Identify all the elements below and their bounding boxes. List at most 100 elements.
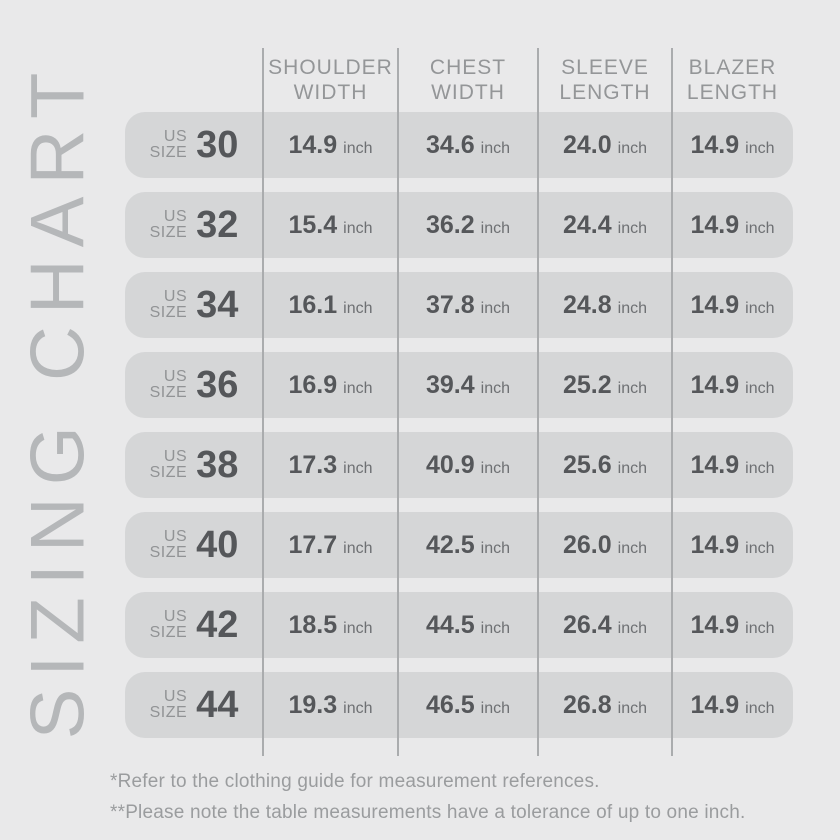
chest-width-cell: 36.2 inch xyxy=(398,211,538,240)
column-divider xyxy=(537,48,539,756)
unit-label: inch xyxy=(617,299,648,317)
sleeve-length-cell: 25.2 inch xyxy=(538,371,672,400)
chest-width-value: 34.6 xyxy=(425,130,475,159)
us-size-label-top: US xyxy=(163,368,188,385)
unit-label: inch xyxy=(480,699,511,717)
unit-label: inch xyxy=(343,139,373,157)
unit-label: inch xyxy=(480,379,511,397)
header-line: WIDTH xyxy=(293,81,368,104)
us-size-cell: US SIZE 36 xyxy=(125,366,263,404)
unit-label: inch xyxy=(343,219,373,237)
us-size-value: 42 xyxy=(196,604,239,646)
chest-width-value: 37.8 xyxy=(425,290,475,319)
us-size-value: 30 xyxy=(196,124,239,166)
unit-label: inch xyxy=(480,619,511,637)
us-size-label-bottom: SIZE xyxy=(149,544,188,561)
us-size-label-bottom: SIZE xyxy=(149,704,188,721)
blazer-length-value: 14.9 xyxy=(690,130,740,159)
us-size-value: 34 xyxy=(196,284,239,326)
us-size-label-top: US xyxy=(163,608,188,625)
header-line: SLEEVE xyxy=(561,56,649,79)
us-size-label-bottom: SIZE xyxy=(149,624,188,641)
header-shoulder-width: SHOULDER WIDTH xyxy=(263,48,398,112)
chest-width-value: 44.5 xyxy=(425,610,475,639)
sleeve-length-value: 26.4 xyxy=(562,610,612,639)
header-line: WIDTH xyxy=(431,81,505,104)
us-size-cell: US SIZE 34 xyxy=(125,286,263,324)
blazer-length-value: 14.9 xyxy=(690,210,740,239)
chest-width-cell: 40.9 inch xyxy=(398,451,538,480)
sleeve-length-cell: 25.6 inch xyxy=(538,451,672,480)
sleeve-length-value: 26.0 xyxy=(562,530,612,559)
shoulder-width-cell: 15.4 inch xyxy=(263,211,398,240)
unit-label: inch xyxy=(617,139,648,157)
blazer-length-cell: 14.9 inch xyxy=(672,211,793,240)
us-size-label: US SIZE xyxy=(150,129,188,161)
blazer-length-cell: 14.9 inch xyxy=(672,451,793,480)
unit-label: inch xyxy=(745,299,775,317)
sleeve-length-cell: 24.0 inch xyxy=(538,131,672,160)
chest-width-value: 36.2 xyxy=(425,210,475,239)
page-title: SIZING CHART xyxy=(15,60,101,740)
shoulder-width-cell: 16.9 inch xyxy=(263,371,398,400)
us-size-label: US SIZE xyxy=(150,209,188,241)
sleeve-length-value: 24.4 xyxy=(562,210,612,239)
sleeve-length-value: 24.8 xyxy=(562,290,612,319)
us-size-label: US SIZE xyxy=(150,369,188,401)
column-divider xyxy=(262,48,264,756)
blazer-length-value: 14.9 xyxy=(690,370,740,399)
us-size-label-top: US xyxy=(163,208,188,225)
header-line: LENGTH xyxy=(559,81,651,104)
table-row: US SIZE 32 15.4 inch 36.2 inch 24.4 inch… xyxy=(125,192,793,258)
blazer-length-cell: 14.9 inch xyxy=(672,291,793,320)
header-us-size xyxy=(125,48,263,112)
chest-width-cell: 37.8 inch xyxy=(398,291,538,320)
sleeve-length-value: 24.0 xyxy=(562,130,612,159)
shoulder-width-value: 16.1 xyxy=(288,290,338,319)
unit-label: inch xyxy=(617,459,648,477)
unit-label: inch xyxy=(343,299,373,317)
table-rows: US SIZE 30 14.9 inch 34.6 inch 24.0 inch… xyxy=(125,112,793,738)
us-size-label-top: US xyxy=(163,288,188,305)
us-size-cell: US SIZE 42 xyxy=(125,606,263,644)
unit-label: inch xyxy=(745,459,775,477)
shoulder-width-value: 15.4 xyxy=(288,210,338,239)
unit-label: inch xyxy=(480,299,511,317)
unit-label: inch xyxy=(343,539,373,557)
us-size-label-top: US xyxy=(163,448,188,465)
blazer-length-value: 14.9 xyxy=(690,690,740,719)
chest-width-cell: 34.6 inch xyxy=(398,131,538,160)
blazer-length-value: 14.9 xyxy=(690,450,740,479)
column-divider xyxy=(671,48,673,756)
chest-width-value: 39.4 xyxy=(425,370,475,399)
chest-width-value: 42.5 xyxy=(425,530,475,559)
us-size-label: US SIZE xyxy=(150,609,188,641)
sizing-table: SHOULDER WIDTH CHEST WIDTH SLEEVE LENGTH… xyxy=(125,48,793,738)
header-line: BLAZER xyxy=(688,56,777,79)
shoulder-width-value: 16.9 xyxy=(288,370,338,399)
us-size-cell: US SIZE 30 xyxy=(125,126,263,164)
unit-label: inch xyxy=(617,379,648,397)
us-size-cell: US SIZE 32 xyxy=(125,206,263,244)
us-size-cell: US SIZE 40 xyxy=(125,526,263,564)
blazer-length-value: 14.9 xyxy=(690,610,740,639)
us-size-value: 32 xyxy=(196,204,239,246)
header-line: SHOULDER xyxy=(268,56,393,79)
unit-label: inch xyxy=(480,139,511,157)
unit-label: inch xyxy=(745,379,775,397)
shoulder-width-cell: 19.3 inch xyxy=(263,691,398,720)
chest-width-cell: 42.5 inch xyxy=(398,531,538,560)
sleeve-length-value: 26.8 xyxy=(562,690,612,719)
us-size-label-bottom: SIZE xyxy=(149,464,188,481)
us-size-value: 40 xyxy=(196,524,239,566)
blazer-length-cell: 14.9 inch xyxy=(672,371,793,400)
unit-label: inch xyxy=(617,699,648,717)
footnote-1: *Refer to the clothing guide for measure… xyxy=(110,771,600,792)
blazer-length-value: 14.9 xyxy=(690,530,740,559)
us-size-label-bottom: SIZE xyxy=(149,304,188,321)
unit-label: inch xyxy=(343,619,373,637)
sleeve-length-cell: 26.8 inch xyxy=(538,691,672,720)
footnote-2: **Please note the table measurements hav… xyxy=(110,802,746,823)
us-size-label: US SIZE xyxy=(150,689,188,721)
unit-label: inch xyxy=(480,459,511,477)
